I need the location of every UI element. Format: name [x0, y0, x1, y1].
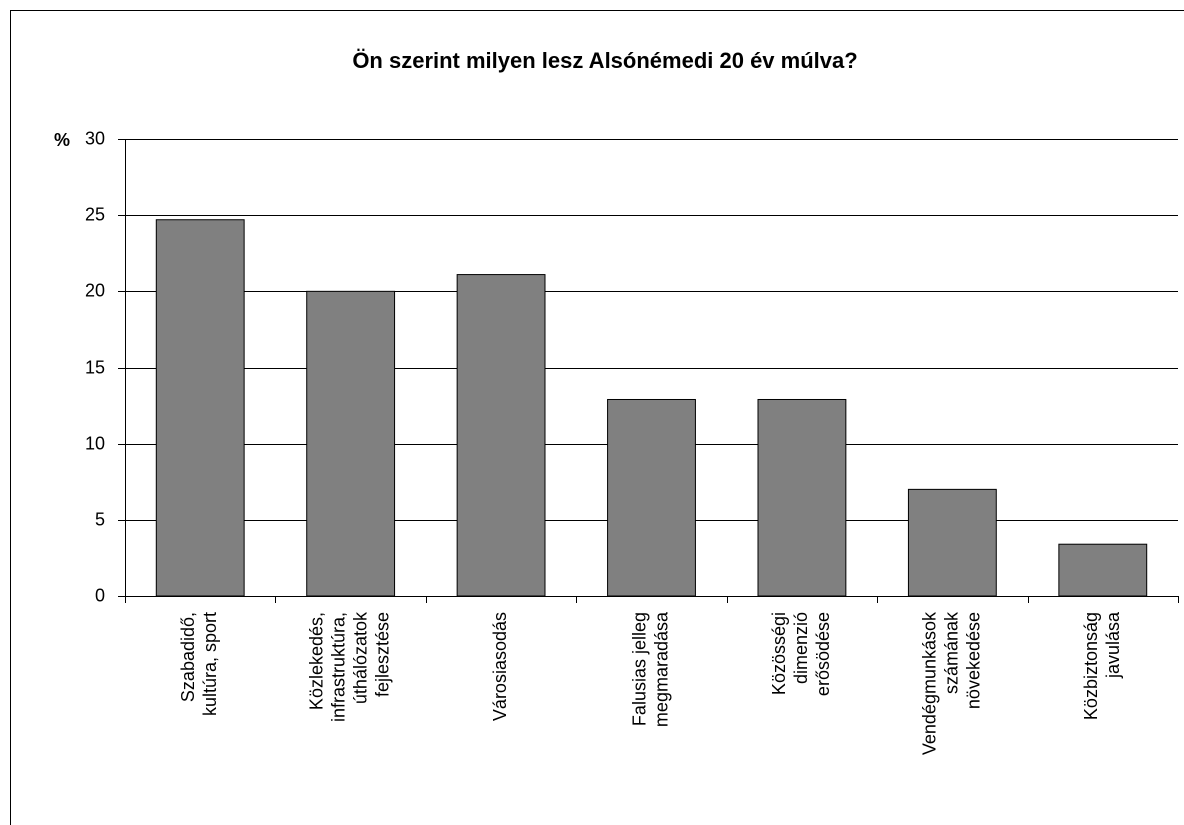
- x-tick-label-group: Közbiztonság javulása: [1081, 611, 1123, 720]
- x-tick-label: Falusias jelleg megmaradása: [629, 611, 671, 727]
- x-tick-label: Közösségi dimenzió erősödése: [769, 612, 833, 696]
- bar: [456, 274, 546, 597]
- y-tick-label: 30: [85, 128, 105, 148]
- x-tick-label: Közlekedés, infrastruktúra, úthálózatok fej…: [306, 611, 392, 722]
- x-tick-label: Vendégmunkások számának növekedése: [919, 611, 983, 755]
- x-tick-label-group: Közlekedés, infrastruktúra, úthálózatok fej…: [306, 611, 392, 722]
- y-tick-label: 5: [95, 509, 105, 529]
- x-tick-label-group: Vendégmunkások számának növekedése: [919, 611, 983, 755]
- x-tick-label-group: Városiasodás: [490, 612, 510, 721]
- x-tick-label-group: Közösségi dimenzió erősödése: [769, 612, 833, 696]
- bar: [306, 290, 396, 597]
- y-tick-label: 20: [85, 280, 105, 300]
- x-tick-label: Közbiztonság javulása: [1081, 611, 1123, 720]
- x-tick-label-group: Falusias jelleg megmaradása: [629, 611, 671, 727]
- y-tick-label: 0: [95, 585, 105, 605]
- chart-title: Ön szerint milyen lesz Alsónémedi 20 év …: [352, 48, 857, 73]
- y-tick-label: 15: [85, 357, 105, 377]
- bar: [155, 219, 245, 597]
- bar: [757, 398, 847, 597]
- x-tick-label: Szabadidő, kultúra, sport: [178, 612, 220, 716]
- bar: [907, 488, 997, 597]
- x-tick-label-group: Szabadidő, kultúra, sport: [178, 612, 220, 716]
- y-axis-label: %: [54, 130, 70, 150]
- bar: [607, 398, 696, 597]
- bar: [1058, 543, 1148, 597]
- y-tick-label: 10: [85, 433, 105, 453]
- y-tick-label: 25: [85, 204, 105, 224]
- x-tick-label: Városiasodás: [490, 612, 510, 721]
- chart-frame: [10, 10, 1184, 825]
